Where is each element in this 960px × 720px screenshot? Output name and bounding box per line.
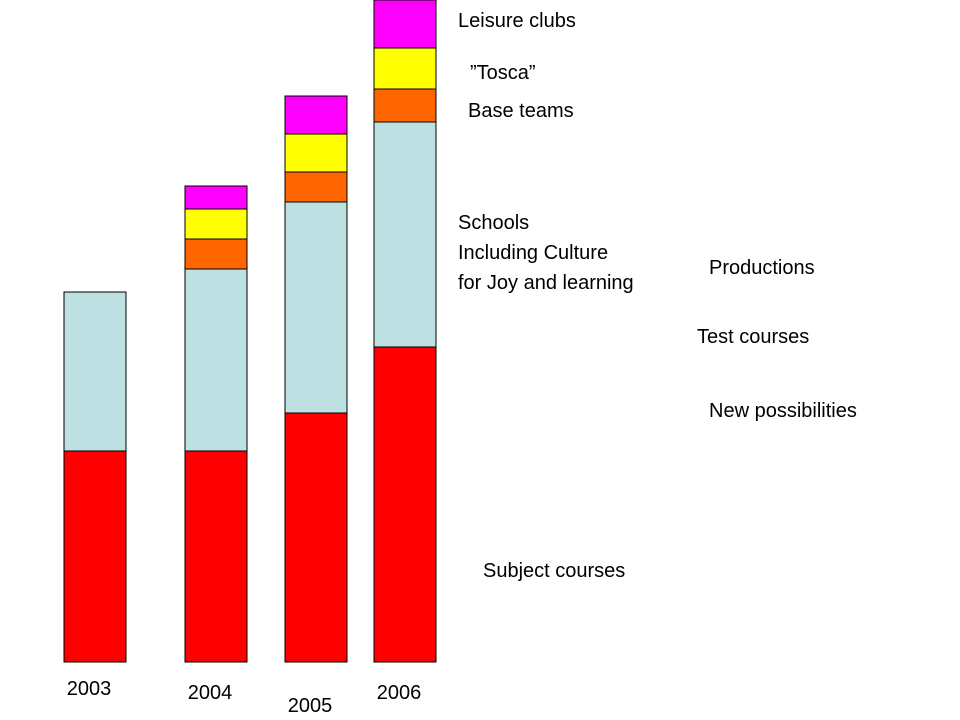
bars-group xyxy=(63,0,437,663)
bar-segment-2005-series-3 xyxy=(284,133,348,173)
bar-segment-2005-series-2 xyxy=(284,171,348,203)
bar-segment-2004-series-2 xyxy=(184,238,248,270)
year-label-2006: 2006 xyxy=(377,682,422,704)
bar-segment-2004-series-0 xyxy=(184,450,248,663)
year-label-2005: 2005 xyxy=(288,695,333,717)
bar-segment-2005-series-1 xyxy=(284,201,348,414)
series-label-1-line-1: Including Culture xyxy=(458,242,608,264)
year-label-2003: 2003 xyxy=(67,678,112,700)
bar-segment-2006-series-4 xyxy=(373,0,437,49)
annotation-labels: Productions Test courses New possibilities xyxy=(697,257,857,422)
bar-segment-2006-series-1 xyxy=(373,121,437,348)
series-label-1-line-0: Schools xyxy=(458,212,529,234)
bar-segment-2004-series-4 xyxy=(184,185,248,210)
series-label-3-line-0: ”Tosca” xyxy=(470,62,536,84)
bar-segment-2006-series-2 xyxy=(373,88,437,123)
series-label-2-line-0: Base teams xyxy=(468,100,574,122)
series-labels: Leisure clubs ”Tosca” Base teams Schools Inc… xyxy=(458,10,634,582)
bar-segment-2005-series-4 xyxy=(284,95,348,135)
annotation-label-1: Test courses xyxy=(697,326,809,348)
series-label-0-line-0: Subject courses xyxy=(483,560,625,582)
bar-segment-2003-series-1 xyxy=(63,291,127,452)
series-label-1-line-2: for Joy and learning xyxy=(458,272,634,294)
bar-segment-2003-series-0 xyxy=(63,450,127,663)
bar-segment-2004-series-1 xyxy=(184,268,248,452)
year-label-2004: 2004 xyxy=(188,682,233,704)
year-labels: 2003 2004 2005 2006 xyxy=(67,678,422,717)
annotation-label-2: New possibilities xyxy=(709,400,857,422)
annotation-label-0: Productions xyxy=(709,257,815,279)
series-label-4-line-0: Leisure clubs xyxy=(458,10,576,32)
bar-segment-2006-series-3 xyxy=(373,47,437,90)
bar-segment-2005-series-0 xyxy=(284,412,348,663)
bar-segment-2006-series-0 xyxy=(373,346,437,663)
bar-segment-2004-series-3 xyxy=(184,208,248,240)
